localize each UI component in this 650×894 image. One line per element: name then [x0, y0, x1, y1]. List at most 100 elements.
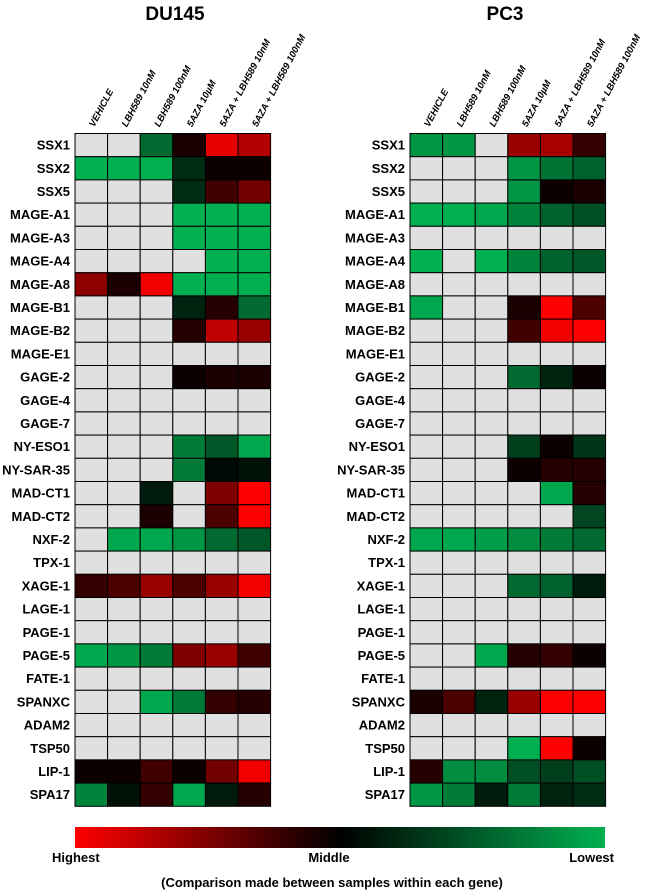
pc3-gene-label-mad-ct1: MAD-CT1 — [347, 486, 406, 501]
pc3-cell-gage-4-lbh589-100nm — [474, 388, 509, 413]
du145-cell-gage-4-lbh589-10nm — [107, 388, 141, 413]
pc3-cell-ssx5-5aza-10-m — [507, 179, 541, 204]
pc3-cell-page-1-5aza-lbh589-10nm — [539, 620, 574, 645]
du145-cell-mage-a4-lbh589-10nm — [107, 249, 141, 274]
pc3-cell-fate-1-5aza-lbh589-10nm — [539, 666, 574, 691]
du145-cell-ssx2-lbh589-100nm — [139, 156, 174, 181]
du145-cell-tpx-1-vehicle — [74, 550, 109, 575]
pc3-gene-label-page-5: PAGE-5 — [358, 648, 405, 663]
pc3-gene-label-mad-ct2: MAD-CT2 — [347, 509, 406, 524]
pc3-gene-label-nxf-2: NXF-2 — [367, 532, 405, 547]
pc3-cell-mad-ct2-vehicle — [409, 504, 444, 529]
pc3-cell-tpx-1-5aza-10-m — [507, 550, 541, 575]
du145-cell-page-5-lbh589-10nm — [107, 643, 141, 668]
pc3-cell-ny-sar-35-5aza-lbh589-100nm — [572, 457, 607, 482]
pc3-cell-ny-sar-35-lbh589-10nm — [442, 457, 476, 482]
pc3-cell-spanxc-lbh589-10nm — [442, 689, 476, 714]
pc3-cell-mad-ct1-5aza-lbh589-100nm — [572, 481, 607, 506]
du145-gene-label-spanxc: SPANXC — [17, 694, 71, 709]
du145-cell-adam2-lbh589-10nm — [107, 713, 141, 738]
du145-cell-ny-eso1-5aza-lbh589-10nm — [204, 434, 239, 459]
du145-cell-xage-1-lbh589-10nm — [107, 573, 141, 598]
pc3-cell-mage-b1-vehicle — [409, 295, 444, 320]
du145-cells — [74, 133, 272, 807]
pc3-cell-gage-2-vehicle — [409, 365, 444, 390]
du145-cell-mage-a1-lbh589-10nm — [107, 202, 141, 227]
pc3-cell-gage-7-lbh589-10nm — [442, 411, 476, 436]
pc3-cell-ssx2-5aza-10-m — [507, 156, 541, 181]
du145-cell-mage-b2-lbh589-10nm — [107, 318, 141, 343]
du145-cell-spanxc-5aza-lbh589-100nm — [237, 689, 272, 714]
pc3-cell-mad-ct1-lbh589-10nm — [442, 481, 476, 506]
pc3-cell-spa17-lbh589-10nm — [442, 782, 476, 807]
du145-cell-mage-a3-5aza-10-m — [172, 225, 206, 251]
du145-cell-page-1-5aza-lbh589-100nm — [237, 620, 272, 645]
du145-cell-ssx2-5aza-10-m — [172, 156, 206, 181]
du145-cell-gage-7-5aza-lbh589-100nm — [237, 411, 272, 436]
du145-gene-label-mage-a4: MAGE-A4 — [10, 254, 71, 269]
pc3-cell-mad-ct1-5aza-lbh589-10nm — [539, 481, 574, 506]
du145-cell-tpx-1-lbh589-100nm — [139, 550, 174, 575]
du145-cell-mage-b2-5aza-lbh589-100nm — [237, 318, 272, 343]
pc3-cell-mage-a1-lbh589-100nm — [474, 202, 509, 227]
du145-cell-gage-2-lbh589-10nm — [107, 365, 141, 390]
du145-cell-lage-1-5aza-lbh589-10nm — [204, 597, 239, 622]
pc3-cell-ny-sar-35-5aza-10-m — [507, 457, 541, 482]
du145-cell-spa17-5aza-lbh589-100nm — [237, 782, 272, 807]
du145-cell-xage-1-5aza-lbh589-10nm — [204, 573, 239, 598]
pc3-cell-spanxc-5aza-10-m — [507, 689, 541, 714]
du145-cell-mage-b1-5aza-lbh589-10nm — [204, 295, 239, 320]
du145-cell-spanxc-lbh589-100nm — [139, 689, 174, 714]
du145-cell-mad-ct2-lbh589-10nm — [107, 504, 141, 529]
du145-cell-mage-e1-vehicle — [74, 341, 109, 366]
du145-cell-ssx2-lbh589-10nm — [107, 156, 141, 181]
du145-cell-mage-b2-5aza-10-m — [172, 318, 206, 343]
du145-cell-lip-1-lbh589-100nm — [139, 759, 174, 784]
du145-cell-mage-b2-lbh589-100nm — [139, 318, 174, 343]
pc3-cell-fate-1-5aza-10-m — [507, 666, 541, 691]
du145-cell-mad-ct2-5aza-lbh589-100nm — [237, 504, 272, 529]
pc3-cell-mage-e1-lbh589-10nm — [442, 341, 476, 366]
du145-cell-xage-1-5aza-10-m — [172, 573, 206, 598]
pc3-cell-page-5-lbh589-100nm — [474, 643, 509, 668]
du145-cell-spa17-lbh589-10nm — [107, 782, 141, 807]
pc3-gene-label-gage-2: GAGE-2 — [355, 370, 405, 385]
pc3-cell-ssx1-5aza-lbh589-10nm — [539, 133, 574, 158]
pc3-cell-mage-b2-5aza-lbh589-10nm — [539, 318, 574, 343]
du145-cell-nxf-2-vehicle — [74, 527, 109, 552]
pc3-gene-label-ssx1: SSX1 — [372, 138, 405, 153]
pc3-cell-mage-b2-5aza-lbh589-100nm — [572, 318, 607, 343]
du145-cell-gage-7-vehicle — [74, 411, 109, 436]
pc3-cell-mage-a4-5aza-10-m — [507, 249, 541, 274]
du145-cell-ssx5-lbh589-10nm — [107, 179, 141, 204]
du145-cell-mad-ct1-5aza-lbh589-10nm — [204, 481, 239, 506]
du145-cell-mage-e1-5aza-lbh589-100nm — [237, 341, 272, 366]
du145-gene-label-nxf-2: NXF-2 — [32, 532, 70, 547]
du145-cell-spanxc-lbh589-10nm — [107, 689, 141, 714]
du145-cell-mage-a3-vehicle — [74, 225, 109, 251]
du145-cell-spa17-lbh589-100nm — [139, 782, 174, 807]
du145-cell-gage-4-5aza-lbh589-100nm — [237, 388, 272, 413]
pc3-cell-nxf-2-vehicle — [409, 527, 444, 552]
du145-gene-label-page-1: PAGE-1 — [23, 625, 70, 640]
du145-cell-mage-e1-lbh589-100nm — [139, 341, 174, 366]
du145-cell-page-5-5aza-lbh589-10nm — [204, 643, 239, 668]
pc3-cell-ssx5-5aza-lbh589-100nm — [572, 179, 607, 204]
pc3-cell-ssx1-vehicle — [409, 133, 444, 158]
du145-gene-label-page-5: PAGE-5 — [23, 648, 70, 663]
du145-cell-page-5-5aza-lbh589-100nm — [237, 643, 272, 668]
du145-cell-lage-1-5aza-10-m — [172, 597, 206, 622]
pc3-cell-gage-4-5aza-lbh589-10nm — [539, 388, 574, 413]
du145-cell-ssx1-lbh589-10nm — [107, 133, 141, 158]
pc3-gene-label-xage-1: XAGE-1 — [357, 578, 405, 593]
du145-cell-tpx-1-lbh589-10nm — [107, 550, 141, 575]
legend-caption: (Comparison made between samples within … — [161, 875, 503, 890]
pc3-cell-ssx5-vehicle — [409, 179, 444, 204]
pc3-gene-label-spa17: SPA17 — [365, 787, 405, 802]
pc3-cell-page-5-5aza-lbh589-10nm — [539, 643, 574, 668]
pc3-cell-lip-1-5aza-lbh589-100nm — [572, 759, 607, 784]
du145-cell-fate-1-lbh589-100nm — [139, 666, 174, 691]
pc3-cell-adam2-vehicle — [409, 713, 444, 738]
pc3-cell-mage-a8-5aza-10-m — [507, 272, 541, 297]
pc3-cell-ssx2-lbh589-100nm — [474, 156, 509, 181]
